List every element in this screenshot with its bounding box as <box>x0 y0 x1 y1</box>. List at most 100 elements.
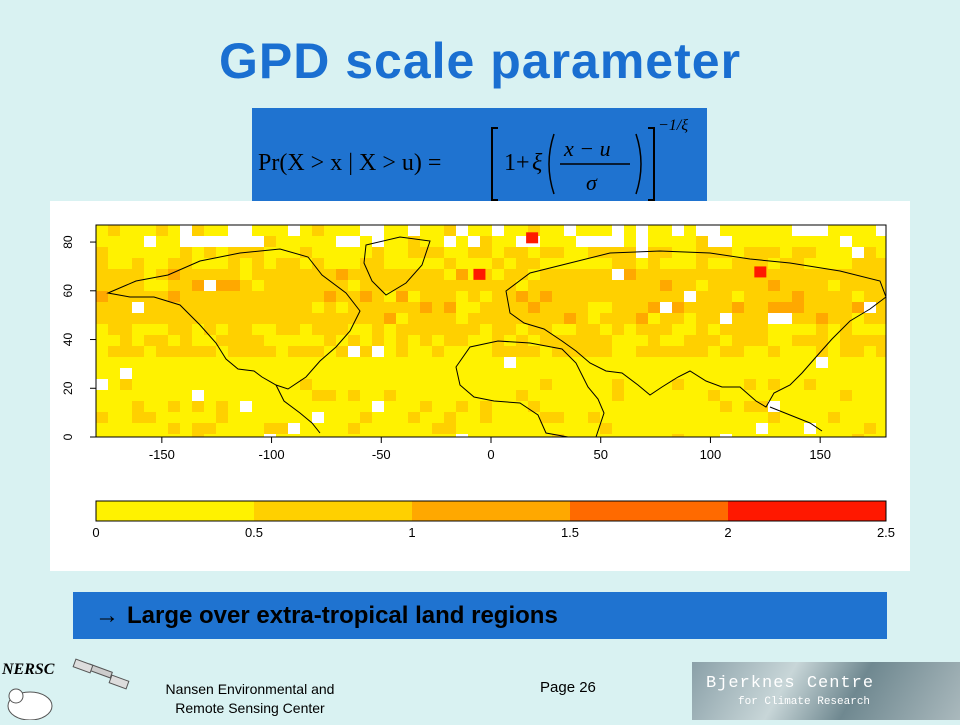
map-cell <box>756 247 768 258</box>
map-cell <box>600 247 612 258</box>
map-cell <box>408 357 420 368</box>
map-cell <box>420 390 432 401</box>
map-cell <box>708 434 720 437</box>
map-cell <box>672 434 684 437</box>
map-cell <box>144 401 156 412</box>
map-cell <box>180 335 192 346</box>
map-cell <box>840 379 852 390</box>
map-cell <box>528 379 540 390</box>
map-cell <box>684 412 696 423</box>
map-cell <box>540 390 552 401</box>
map-cell <box>684 269 696 280</box>
map-cell <box>336 302 348 313</box>
map-cell <box>684 368 696 379</box>
map-cell <box>408 225 420 236</box>
map-cell <box>300 368 312 379</box>
map-cell <box>168 379 180 390</box>
map-cell <box>336 423 348 434</box>
map-cell <box>516 412 528 423</box>
map-cell <box>684 302 696 313</box>
map-cell <box>492 280 504 291</box>
map-cell <box>180 258 192 269</box>
map-cell <box>648 258 660 269</box>
formula-bracket-left <box>491 127 498 201</box>
map-cell <box>804 434 816 437</box>
map-cell <box>840 269 852 280</box>
map-cell <box>612 412 624 423</box>
map-cell <box>852 357 864 368</box>
map-cell <box>252 346 264 357</box>
map-cell <box>876 225 886 236</box>
map-cell <box>528 258 540 269</box>
map-cell <box>108 335 120 346</box>
map-cell <box>648 313 660 324</box>
map-cell <box>168 291 180 302</box>
map-cell <box>156 401 168 412</box>
map-cell <box>720 434 732 437</box>
map-cell <box>132 236 144 247</box>
map-cell <box>216 434 228 437</box>
map-cell <box>444 302 456 313</box>
map-cell <box>420 357 432 368</box>
map-cell <box>204 258 216 269</box>
map-cell <box>324 368 336 379</box>
map-cell <box>456 225 468 236</box>
map-cell <box>408 302 420 313</box>
map-cell <box>732 434 744 437</box>
map-cell <box>372 324 384 335</box>
map-cell <box>204 269 216 280</box>
map-cell <box>204 247 216 258</box>
map-cell <box>804 357 816 368</box>
map-cell <box>720 346 732 357</box>
map-cell <box>600 346 612 357</box>
map-cell <box>120 346 132 357</box>
map-cell <box>312 324 324 335</box>
map-cell <box>228 412 240 423</box>
map-cell <box>120 401 132 412</box>
map-cell <box>660 236 672 247</box>
map-cell <box>144 313 156 324</box>
map-cell <box>108 236 120 247</box>
map-cell <box>504 346 516 357</box>
map-cell <box>180 401 192 412</box>
map-cell <box>720 368 732 379</box>
map-cell <box>240 280 252 291</box>
map-cell <box>468 291 480 302</box>
map-cell <box>624 225 636 236</box>
map-cell <box>816 357 828 368</box>
coast-africa <box>455 340 605 438</box>
map-cell <box>876 324 886 335</box>
map-cell <box>540 269 552 280</box>
map-cell <box>384 357 396 368</box>
map-cell <box>144 357 156 368</box>
slide-title: GPD scale parameter <box>218 33 742 89</box>
map-cell <box>168 280 180 291</box>
map-cell <box>408 313 420 324</box>
map-cell <box>744 225 756 236</box>
map-cell <box>732 280 744 291</box>
map-cell <box>168 247 180 258</box>
map-cell <box>96 335 108 346</box>
map-cell <box>144 423 156 434</box>
map-cell <box>744 247 756 258</box>
map-cell <box>540 258 552 269</box>
map-cell <box>312 401 324 412</box>
map-cell <box>576 291 588 302</box>
map-cell <box>204 225 216 236</box>
map-cell <box>864 302 876 313</box>
map-cell <box>168 236 180 247</box>
map-cell <box>816 434 828 437</box>
map-cell <box>252 379 264 390</box>
map-cell <box>624 313 636 324</box>
formula-xi: ξ <box>532 150 543 176</box>
map-cell <box>816 423 828 434</box>
map-cell <box>720 236 732 247</box>
map-cell <box>288 269 300 280</box>
map-cell <box>864 269 876 280</box>
map-cell <box>204 379 216 390</box>
map-cell <box>492 236 504 247</box>
coast-greenland <box>363 236 431 296</box>
map-cell <box>108 258 120 269</box>
map-cell <box>840 236 852 247</box>
map-cell <box>276 412 288 423</box>
